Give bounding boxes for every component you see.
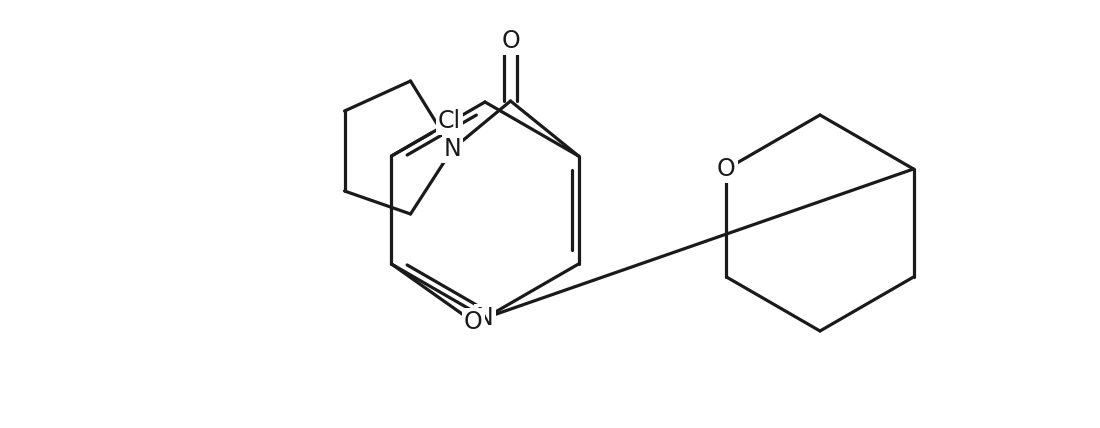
Text: Cl: Cl — [438, 109, 461, 133]
Text: O: O — [717, 157, 736, 181]
Text: O: O — [502, 29, 520, 53]
Text: N: N — [476, 306, 494, 330]
Text: N: N — [443, 137, 461, 161]
Text: O: O — [464, 310, 483, 334]
